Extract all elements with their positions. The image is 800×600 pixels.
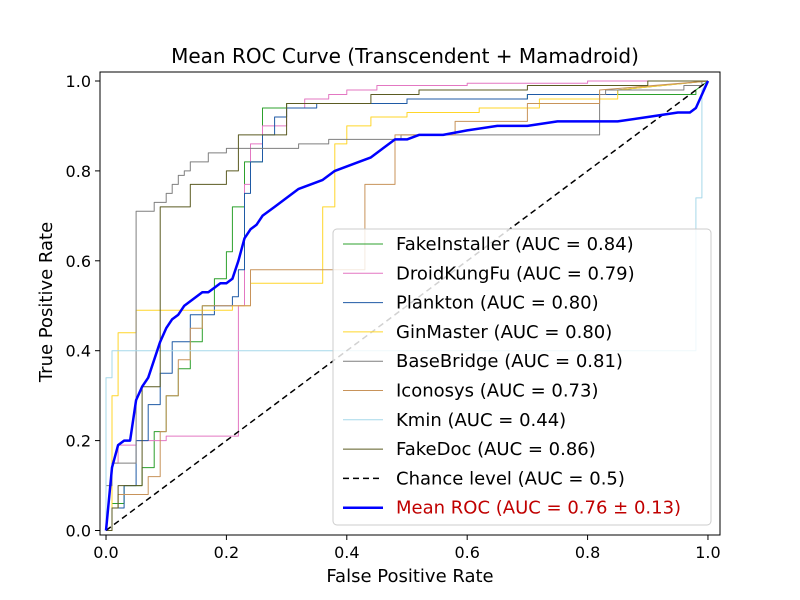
legend-label: Chance level (AUC = 0.5) [396,468,625,489]
legend-box [332,228,712,526]
legend-label: Iconosys (AUC = 0.73) [396,381,598,402]
y-tick-label: 0.2 [66,432,91,451]
x-tick-label: 0.6 [454,543,479,562]
plot-frame [99,71,721,536]
y-axis: 0.0 0.2 0.4 0.6 0.8 1.0 [66,72,100,541]
chart-title: Mean ROC Curve (Transcendent + Mamadroid… [171,44,639,68]
legend-label: DroidKungFu (AUC = 0.79) [396,263,635,284]
series-line-9 [104,80,710,531]
series-line-3 [106,80,709,531]
x-tick-label: 1.0 [695,543,720,562]
legend-label: Mean ROC (AUC = 0.76 ± 0.13) [396,498,681,519]
x-tick-label: 0.2 [214,543,239,562]
x-axis-label: False Positive Rate [326,566,493,587]
legend-label: FakeDoc (AUC = 0.86) [396,439,596,460]
legend-label: Kmin (AUC = 0.44) [396,410,566,431]
series-line-7 [106,80,708,531]
x-tick-label: 0.4 [334,543,359,562]
y-tick-label: 1.0 [66,72,91,91]
x-axis: 0.0 0.2 0.4 0.6 0.8 1.0 [93,535,721,562]
y-tick-label: 0.8 [66,162,91,181]
legend: FakeInstaller (AUC = 0.84) DroidKungFu (A… [332,228,712,526]
series-line-4 [105,80,708,531]
legend-label: FakeInstaller (AUC = 0.84) [396,234,634,255]
y-tick-label: 0.4 [66,342,91,361]
legend-label: GinMaster (AUC = 0.80) [396,322,612,343]
legend-label: Plankton (AUC = 0.80) [396,293,599,314]
y-axis-label: True Positive Rate [36,222,57,383]
x-tick-label: 0.8 [575,543,600,562]
x-tick-label: 0.0 [93,543,118,562]
y-tick-label: 0.0 [66,522,91,541]
plot-area [99,71,721,536]
series-group [104,80,710,532]
y-tick-label: 0.6 [66,252,91,271]
legend-label: BaseBridge (AUC = 0.81) [396,351,623,372]
series-line-5 [106,80,709,531]
